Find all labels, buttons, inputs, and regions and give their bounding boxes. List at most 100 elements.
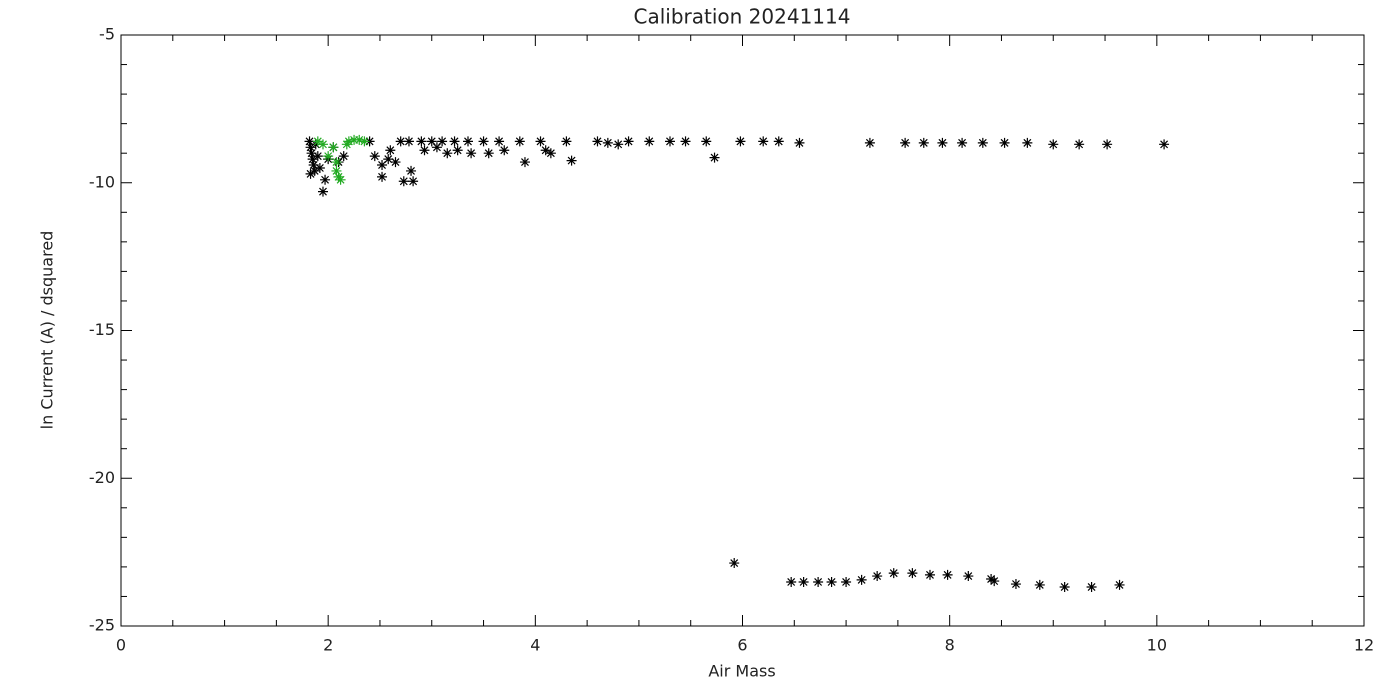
point — [483, 148, 494, 159]
point — [1010, 579, 1021, 590]
point — [729, 558, 740, 569]
point — [856, 574, 867, 585]
point — [1034, 579, 1045, 590]
point — [463, 136, 474, 147]
point — [309, 165, 320, 176]
point — [937, 137, 948, 148]
point — [307, 154, 318, 165]
point — [592, 136, 603, 147]
y-tick-label: -20 — [89, 468, 115, 487]
point — [333, 171, 344, 182]
point — [308, 160, 319, 171]
point — [305, 168, 316, 179]
point — [314, 162, 325, 173]
point — [419, 145, 430, 156]
point — [449, 136, 460, 147]
point — [680, 136, 691, 147]
point — [304, 136, 315, 147]
point — [924, 569, 935, 580]
point — [1059, 581, 1070, 592]
x-axis-label: Air Mass — [708, 662, 775, 681]
point — [338, 151, 349, 162]
point — [328, 142, 339, 153]
chart-title: Calibration 20241114 — [634, 5, 851, 29]
point — [813, 576, 824, 587]
point — [385, 145, 396, 156]
x-tick-label: 0 — [116, 636, 126, 655]
point — [331, 165, 342, 176]
y-axis-label: ln Current (A) / dsquared — [38, 231, 57, 430]
point — [306, 148, 317, 159]
point — [323, 151, 334, 162]
x-tick-label: 8 — [945, 636, 955, 655]
x-tick-label: 6 — [737, 636, 747, 655]
point — [466, 148, 477, 159]
x-tick-label: 10 — [1147, 636, 1167, 655]
point — [540, 145, 551, 156]
point — [644, 136, 655, 147]
point — [312, 151, 323, 162]
point — [341, 139, 352, 150]
point — [798, 576, 809, 587]
point — [888, 568, 899, 579]
point — [390, 157, 401, 168]
point — [406, 165, 417, 176]
point — [758, 136, 769, 147]
point — [398, 176, 409, 187]
point — [942, 569, 953, 580]
point — [1022, 137, 1033, 148]
point — [613, 139, 624, 150]
point — [395, 136, 406, 147]
point — [1086, 581, 1097, 592]
point — [986, 574, 997, 585]
point — [317, 186, 328, 197]
x-tick-label: 12 — [1354, 636, 1374, 655]
point — [786, 576, 797, 587]
y-tick-label: -15 — [89, 320, 115, 339]
point — [977, 137, 988, 148]
point — [963, 571, 974, 582]
point — [514, 136, 525, 147]
point — [535, 136, 546, 147]
point — [499, 145, 510, 156]
point — [664, 136, 675, 147]
point — [1114, 579, 1125, 590]
point — [701, 136, 712, 147]
point — [1074, 139, 1085, 150]
point — [354, 134, 365, 145]
point — [305, 142, 316, 153]
point — [773, 136, 784, 147]
y-tick-label: -25 — [89, 616, 115, 635]
point — [735, 136, 746, 147]
point — [494, 136, 505, 147]
point — [907, 568, 918, 579]
point — [1102, 139, 1113, 150]
point — [320, 174, 331, 185]
point — [623, 136, 634, 147]
point — [826, 576, 837, 587]
point — [989, 576, 1000, 587]
point — [335, 174, 346, 185]
point — [442, 148, 453, 159]
point — [383, 154, 394, 165]
point — [426, 136, 437, 147]
point — [317, 139, 328, 150]
point — [377, 160, 388, 171]
point — [452, 145, 463, 156]
point — [431, 142, 442, 153]
point — [519, 157, 530, 168]
point — [416, 136, 427, 147]
point — [561, 136, 572, 147]
point — [864, 137, 875, 148]
point — [872, 571, 883, 582]
point — [437, 136, 448, 147]
point — [918, 137, 929, 148]
y-tick-label: -10 — [89, 172, 115, 191]
point — [478, 136, 489, 147]
point — [359, 136, 370, 147]
point — [566, 155, 577, 166]
point — [312, 136, 323, 147]
point — [349, 134, 360, 145]
